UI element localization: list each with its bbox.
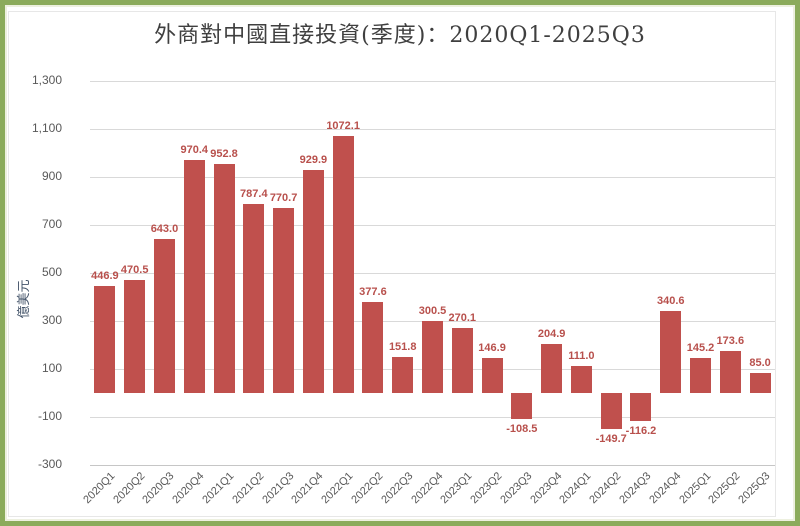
chart-title: 外商對中國直接投資(季度)：2020Q1-2025Q3 [154, 23, 646, 48]
chart-panel [8, 11, 776, 517]
bar [243, 204, 265, 393]
bar [570, 366, 592, 393]
y-tick-label: 500 [41, 265, 62, 279]
bar-value-label: 204.9 [537, 327, 566, 340]
bar-value-label: 929.9 [299, 153, 328, 166]
bar [690, 358, 712, 393]
y-tick-label: 100 [41, 361, 62, 375]
bar [541, 343, 563, 393]
gridline [90, 177, 775, 178]
bar-value-label: 146.9 [478, 341, 506, 354]
bar-value-label: 300.5 [418, 304, 447, 317]
gridline [90, 417, 775, 418]
bar [302, 169, 324, 393]
bar [153, 238, 175, 393]
bar-value-label: 787.4 [240, 188, 268, 201]
bar [749, 372, 771, 393]
bar [362, 302, 384, 393]
bar-value-label: 377.6 [359, 286, 387, 299]
gridline [90, 225, 775, 226]
bar-value-label: 1072.1 [326, 119, 360, 132]
bar [719, 351, 741, 393]
bar [630, 393, 652, 421]
y-tick-label: 700 [41, 217, 62, 231]
bar-value-label: 145.2 [686, 342, 715, 355]
bar-value-label: -149.7 [595, 432, 627, 445]
bar-value-label: 643.0 [150, 222, 179, 235]
bar-value-label: 173.6 [716, 335, 745, 348]
y-tick-label: -300 [37, 457, 62, 471]
bar [660, 311, 682, 393]
bar [94, 285, 116, 393]
bar-value-label: 770.7 [269, 192, 298, 205]
bar-value-label: -108.5 [506, 423, 538, 436]
bar [451, 328, 473, 393]
bar [183, 160, 205, 393]
bar-value-label: 111.0 [568, 350, 595, 363]
bar [332, 135, 354, 393]
bar [124, 280, 146, 393]
bar-value-label: 446.9 [91, 269, 119, 282]
gridline [90, 465, 775, 466]
y-tick-label: -100 [37, 409, 62, 423]
bar [600, 393, 622, 429]
y-tick-label: 1,100 [31, 121, 62, 135]
y-tick-label: 1,300 [31, 73, 62, 87]
gridline [90, 81, 775, 82]
bar [422, 320, 443, 393]
bar [213, 164, 235, 393]
bar-value-label: -116.2 [625, 424, 657, 437]
y-tick-label: 900 [41, 169, 62, 183]
bar-value-label: 340.6 [656, 295, 685, 308]
bar-value-label: 470.5 [120, 264, 149, 277]
bar [392, 356, 414, 393]
gridline [90, 273, 775, 274]
bar-value-label: 970.4 [180, 144, 208, 157]
bar-value-label: 85.0 [749, 356, 771, 369]
y-tick-label: 300 [41, 313, 62, 327]
bar-value-label: 952.8 [210, 148, 238, 161]
bar-value-label: 270.1 [448, 312, 477, 325]
bar [511, 393, 533, 420]
bar [481, 357, 503, 393]
gridline [90, 129, 775, 130]
bar-value-label: 151.8 [388, 340, 417, 353]
bar [273, 208, 295, 393]
